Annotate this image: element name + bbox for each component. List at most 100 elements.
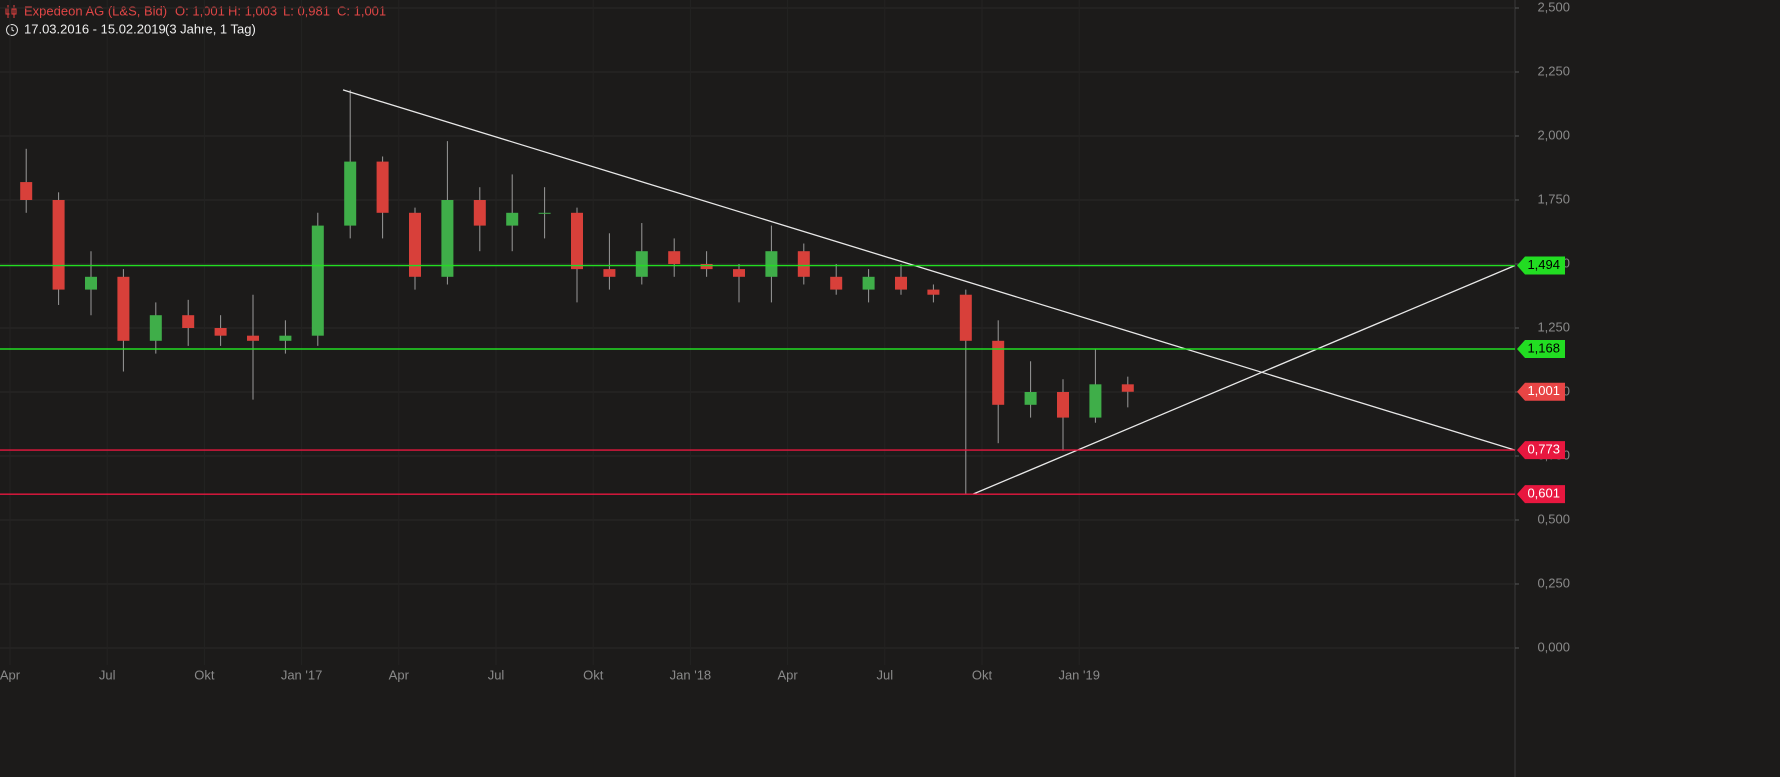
level-label: 0,773 [1527,442,1560,457]
candle [571,207,583,303]
candle [52,192,65,305]
candle [1024,361,1037,418]
y-tick-label: 2,000 [1537,127,1570,142]
candle [1121,376,1134,408]
candle-body [311,225,324,336]
candle-body [409,212,421,277]
candle [1057,379,1069,451]
candle [603,233,616,290]
candle [992,320,1005,444]
candle-body [635,251,648,277]
candle [20,148,33,213]
ohlc-label: H: 1,003 [228,3,277,18]
candle-body [895,276,907,290]
x-tick-label: Apr [0,667,21,682]
level-marker [1517,382,1565,401]
candle-body [797,251,810,277]
candle [733,264,745,303]
trendline [972,264,1516,495]
level-marker [1517,441,1565,460]
candle [441,141,454,285]
candle-body [830,276,843,290]
candle [668,238,681,277]
y-tick-label: 0,250 [1537,575,1570,590]
candle-body [376,161,389,213]
candle [830,264,843,295]
ohlc-label: C: 1,001 [337,3,386,18]
candle-body [1121,384,1134,392]
candle-body [247,335,259,341]
candle-body [214,328,227,336]
candle-body [279,335,292,341]
candle [959,289,972,495]
candle-body [959,294,972,341]
candle [473,187,486,252]
candle [635,223,648,285]
candle [700,251,713,277]
range-note: (3 Jahre, 1 Tag) [165,21,256,36]
candle-body [117,276,130,341]
x-tick-label: Jan '19 [1058,667,1100,682]
x-tick-label: Jul [99,667,116,682]
candle-body [506,212,519,226]
x-tick-label: Apr [389,667,410,682]
candle [149,302,162,354]
candle-body [149,315,162,341]
candle-body [538,212,551,214]
candle [862,269,875,303]
candle-body [1024,392,1037,405]
x-tick-label: Apr [777,667,798,682]
candle [117,269,130,372]
candle [279,320,292,354]
candle [344,89,357,239]
candle [85,251,97,316]
candle-body [700,264,713,270]
x-tick-label: Okt [583,667,604,682]
ohlc-label: O: 1,001 [175,3,225,18]
candle-body [668,251,681,264]
trendline [342,89,1516,451]
y-tick-label: 2,500 [1537,0,1570,14]
level-marker [1517,256,1565,275]
candle-body [441,200,454,277]
candle-body [603,269,616,277]
x-tick-label: Jan '17 [281,667,323,682]
candle-body [927,289,940,295]
candle-body [1057,392,1069,418]
candle [797,243,810,285]
candle-body [765,251,778,277]
candle-body [733,269,745,277]
candle [409,207,421,290]
level-marker [1517,485,1565,504]
candle [182,299,195,346]
candle-body [182,315,195,328]
candle [214,315,227,346]
x-tick-label: Jul [488,667,505,682]
x-tick-label: Okt [194,667,215,682]
y-tick-label: 0,000 [1537,639,1570,654]
candle [765,225,778,303]
chart-title: Expedeon AG (L&S, Bid) [24,3,167,18]
level-label: 0,601 [1527,486,1560,501]
candle-body [992,340,1005,405]
candle [506,174,519,252]
level-label: 1,494 [1527,257,1560,272]
y-tick-label: 2,250 [1537,63,1570,78]
candle [927,284,940,303]
candle-body [85,276,97,290]
x-tick-label: Jul [876,667,893,682]
candle [311,212,324,346]
y-tick-label: 1,250 [1537,319,1570,334]
candle [538,187,551,239]
candle [1089,348,1102,423]
candle-body [20,182,33,200]
candle-body [344,161,357,226]
y-tick-label: 1,750 [1537,191,1570,206]
header: Expedeon AG (L&S, Bid) O: 1,001 H: 1,003… [5,3,386,36]
candle [895,264,907,295]
x-tick-label: Okt [972,667,993,682]
clock-icon [6,24,18,36]
